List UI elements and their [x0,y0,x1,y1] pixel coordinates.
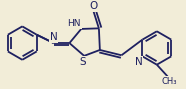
Text: O: O [89,1,97,11]
Text: S: S [79,57,86,67]
Text: N: N [134,57,142,67]
Text: N: N [50,32,58,42]
Text: HN: HN [68,19,81,28]
Text: CH₃: CH₃ [162,77,177,86]
